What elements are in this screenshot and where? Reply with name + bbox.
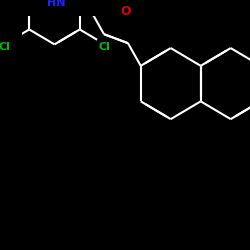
Text: O: O bbox=[120, 5, 131, 18]
Text: Cl: Cl bbox=[0, 42, 10, 51]
Text: HN: HN bbox=[47, 0, 66, 8]
Text: Cl: Cl bbox=[99, 42, 111, 51]
